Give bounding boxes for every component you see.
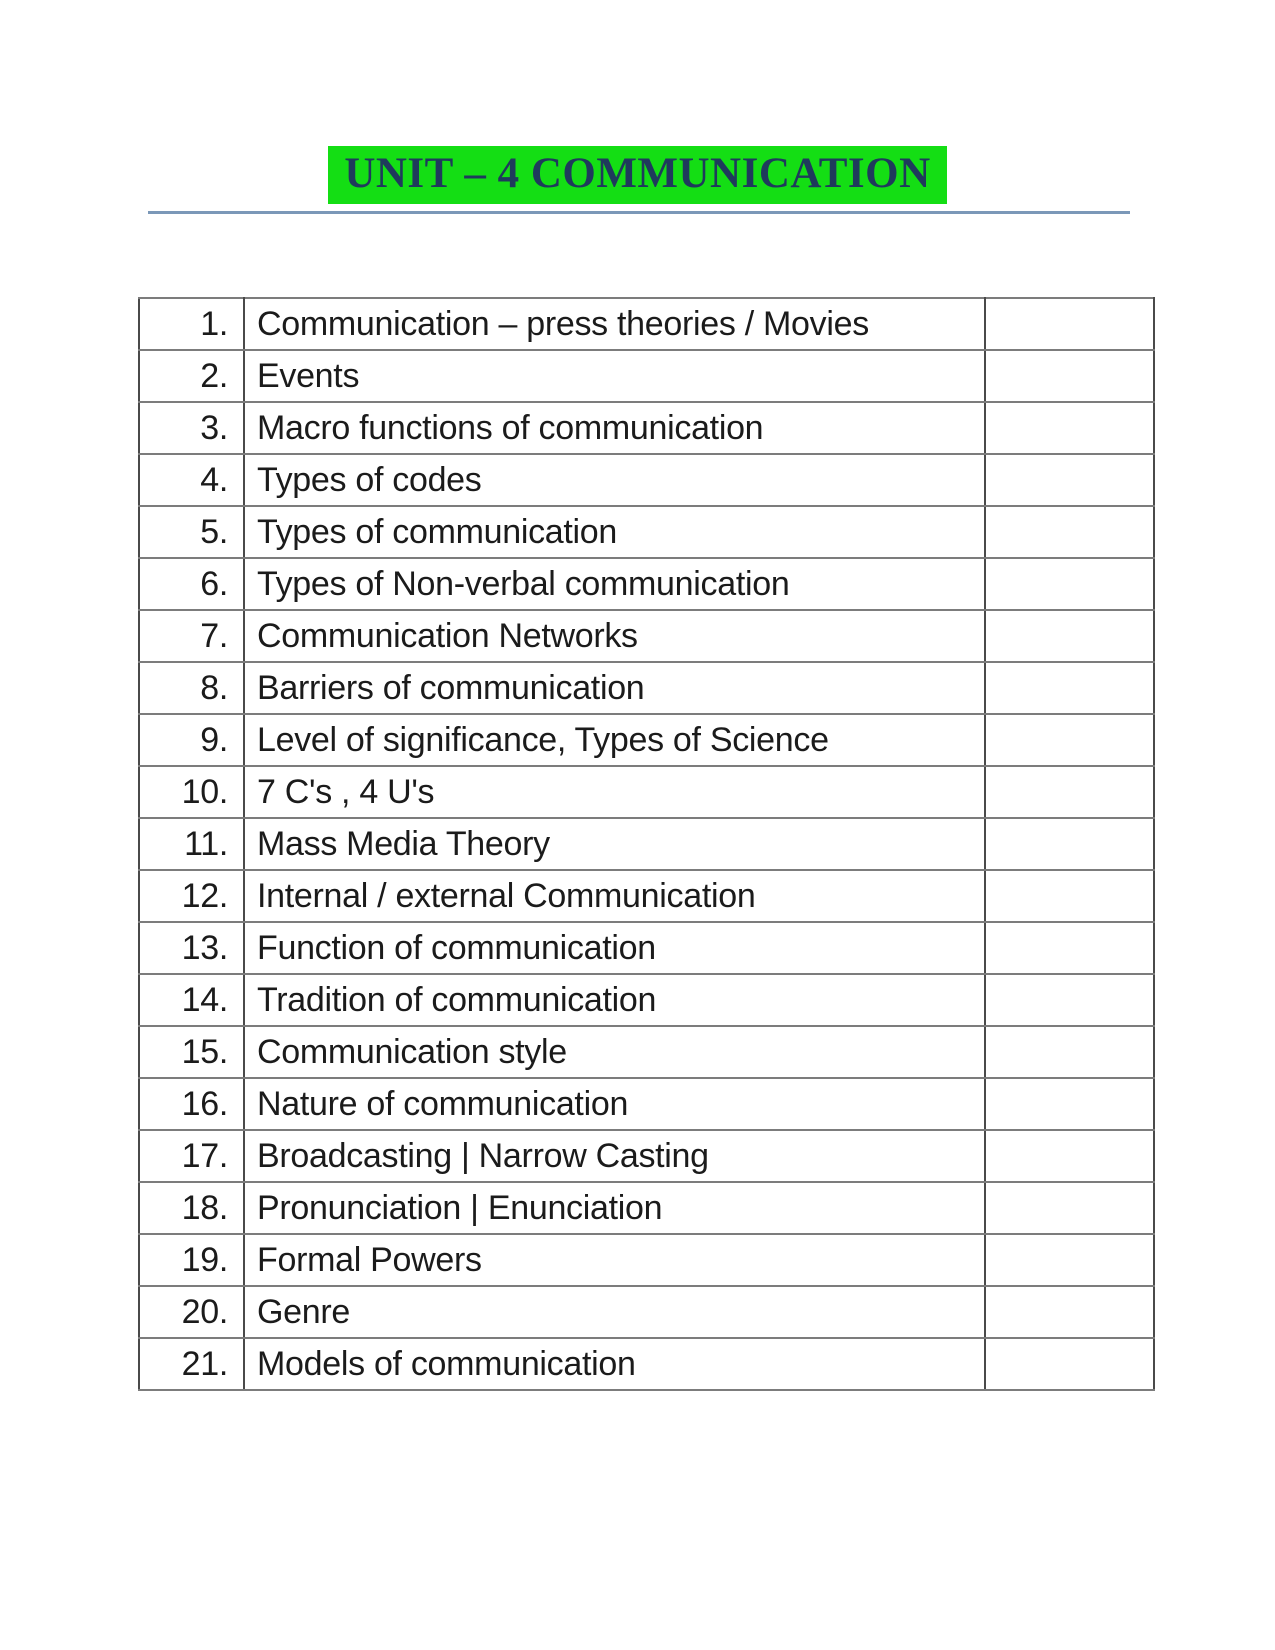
topic-cell: Types of communication	[243, 505, 986, 559]
note-cell	[984, 921, 1155, 975]
table-row: 2. Events	[138, 349, 1155, 403]
topic-cell: Events	[243, 349, 986, 403]
table-row: 7. Communication Networks	[138, 609, 1155, 663]
table-row: 21. Models of communication	[138, 1337, 1155, 1391]
row-number-cell: 18.	[138, 1181, 245, 1235]
row-number-cell: 4.	[138, 453, 245, 507]
title-underline	[148, 211, 1130, 214]
topic-cell: Internal / external Communication	[243, 869, 986, 923]
row-number-cell: 8.	[138, 661, 245, 715]
note-cell	[984, 1181, 1155, 1235]
note-cell	[984, 973, 1155, 1027]
table-row: 5. Types of communication	[138, 505, 1155, 559]
row-number-cell: 14.	[138, 973, 245, 1027]
table-row: 20. Genre	[138, 1285, 1155, 1339]
row-number-cell: 2.	[138, 349, 245, 403]
page-title: UNIT – 4 COMMUNICATION	[328, 146, 947, 205]
note-cell	[984, 401, 1155, 455]
row-number-cell: 3.	[138, 401, 245, 455]
note-cell	[984, 713, 1155, 767]
topic-cell: Macro functions of communication	[243, 401, 986, 455]
topic-cell: 7 C's , 4 U's	[243, 765, 986, 819]
note-cell	[984, 817, 1155, 871]
table-row: 9. Level of significance, Types of Scienc…	[138, 713, 1155, 767]
note-cell	[984, 1233, 1155, 1287]
topic-cell: Models of communication	[243, 1337, 986, 1391]
topic-cell: Mass Media Theory	[243, 817, 986, 871]
row-number-cell: 11.	[138, 817, 245, 871]
table-row: 16. Nature of communication	[138, 1077, 1155, 1131]
topic-cell: Barriers of communication	[243, 661, 986, 715]
note-cell	[984, 1337, 1155, 1391]
topic-cell: Tradition of communication	[243, 973, 986, 1027]
table-row: 19. Formal Powers	[138, 1233, 1155, 1287]
note-cell	[984, 505, 1155, 559]
table-row: 14. Tradition of communication	[138, 973, 1155, 1027]
note-cell	[984, 1129, 1155, 1183]
table-row: 10. 7 C's , 4 U's	[138, 765, 1155, 819]
row-number-cell: 12.	[138, 869, 245, 923]
topic-cell: Nature of communication	[243, 1077, 986, 1131]
row-number-cell: 5.	[138, 505, 245, 559]
topics-table-body: 1. Communication – press theories / Movie…	[138, 297, 1155, 1391]
table-row: 12. Internal / external Communication	[138, 869, 1155, 923]
topic-cell: Formal Powers	[243, 1233, 986, 1287]
table-row: 4. Types of codes	[138, 453, 1155, 507]
topics-table: 1. Communication – press theories / Movie…	[138, 297, 1155, 1391]
note-cell	[984, 1025, 1155, 1079]
note-cell	[984, 869, 1155, 923]
topic-cell: Pronunciation | Enunciation	[243, 1181, 986, 1235]
note-cell	[984, 765, 1155, 819]
row-number-cell: 1.	[138, 297, 245, 351]
topic-cell: Communication Networks	[243, 609, 986, 663]
row-number-cell: 15.	[138, 1025, 245, 1079]
note-cell	[984, 349, 1155, 403]
note-cell	[984, 453, 1155, 507]
row-number-cell: 20.	[138, 1285, 245, 1339]
table-row: 6. Types of Non-verbal communication	[138, 557, 1155, 611]
topic-cell: Genre	[243, 1285, 986, 1339]
topic-cell: Level of significance, Types of Science	[243, 713, 986, 767]
table-row: 8. Barriers of communication	[138, 661, 1155, 715]
note-cell	[984, 609, 1155, 663]
title-row: UNIT – 4 COMMUNICATION	[0, 146, 1275, 205]
row-number-cell: 16.	[138, 1077, 245, 1131]
note-cell	[984, 1285, 1155, 1339]
table-row: 13. Function of communication	[138, 921, 1155, 975]
note-cell	[984, 1077, 1155, 1131]
note-cell	[984, 557, 1155, 611]
table-row: 15. Communication style	[138, 1025, 1155, 1079]
topic-cell: Communication – press theories / Movies	[243, 297, 986, 351]
topic-cell: Broadcasting | Narrow Casting	[243, 1129, 986, 1183]
row-number-cell: 19.	[138, 1233, 245, 1287]
note-cell	[984, 661, 1155, 715]
note-cell	[984, 297, 1155, 351]
row-number-cell: 6.	[138, 557, 245, 611]
row-number-cell: 9.	[138, 713, 245, 767]
table-row: 1. Communication – press theories / Movie…	[138, 297, 1155, 351]
topic-cell: Types of Non-verbal communication	[243, 557, 986, 611]
row-number-cell: 10.	[138, 765, 245, 819]
table-row: 3. Macro functions of communication	[138, 401, 1155, 455]
row-number-cell: 7.	[138, 609, 245, 663]
row-number-cell: 17.	[138, 1129, 245, 1183]
topic-cell: Function of communication	[243, 921, 986, 975]
table-row: 11. Mass Media Theory	[138, 817, 1155, 871]
row-number-cell: 21.	[138, 1337, 245, 1391]
table-row: 18. Pronunciation | Enunciation	[138, 1181, 1155, 1235]
row-number-cell: 13.	[138, 921, 245, 975]
topic-cell: Communication style	[243, 1025, 986, 1079]
topic-cell: Types of codes	[243, 453, 986, 507]
table-row: 17. Broadcasting | Narrow Casting	[138, 1129, 1155, 1183]
